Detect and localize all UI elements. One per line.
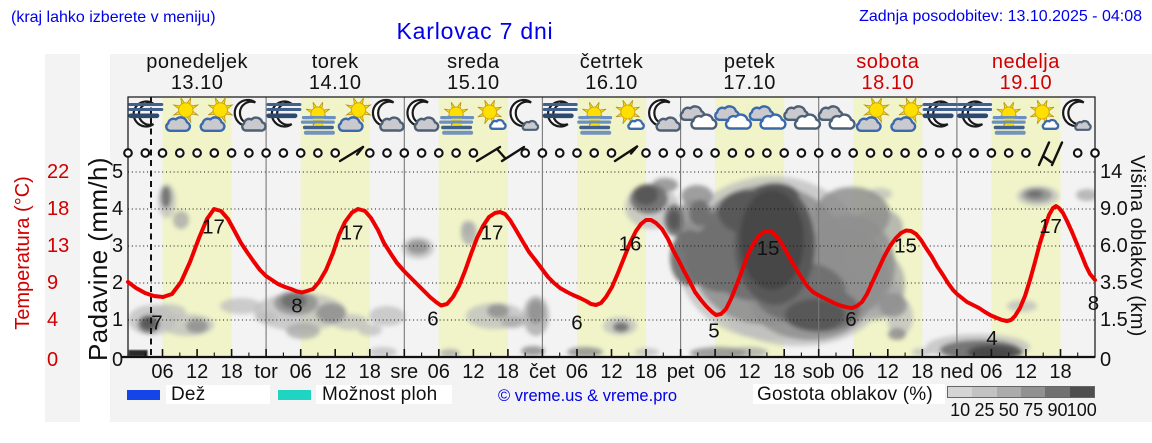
svg-text:6: 6: [571, 311, 582, 334]
svg-text:6: 6: [427, 307, 438, 330]
svg-text:17: 17: [341, 221, 364, 244]
svg-text:8: 8: [291, 294, 302, 317]
svg-text:16: 16: [619, 232, 642, 255]
svg-text:17: 17: [481, 221, 504, 244]
svg-text:4: 4: [986, 327, 997, 350]
svg-text:6: 6: [845, 308, 856, 331]
svg-text:15: 15: [894, 234, 917, 257]
svg-text:15: 15: [757, 237, 780, 260]
svg-text:8: 8: [1088, 292, 1099, 315]
svg-text:17: 17: [202, 215, 225, 238]
svg-text:17: 17: [1039, 215, 1062, 238]
svg-text:5: 5: [708, 319, 719, 342]
svg-text:7: 7: [151, 311, 162, 334]
